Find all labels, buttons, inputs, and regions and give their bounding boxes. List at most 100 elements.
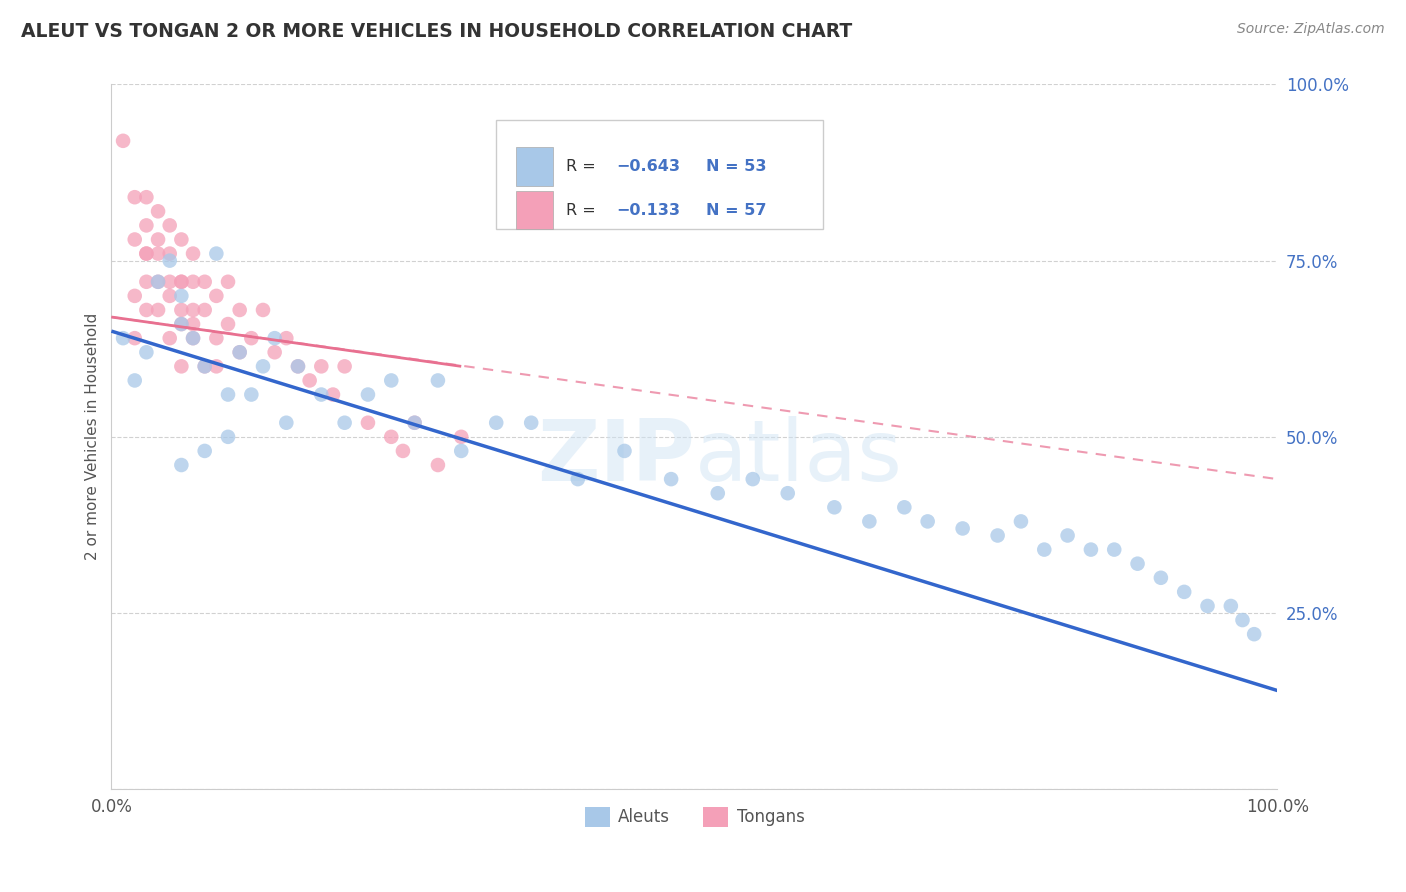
Text: N = 53: N = 53 [706, 159, 766, 174]
Point [194, 275, 217, 289]
Point [333, 416, 356, 430]
Point [1243, 627, 1265, 641]
Point [776, 486, 799, 500]
Point [987, 528, 1010, 542]
Point [181, 246, 204, 260]
Text: R =: R = [567, 202, 600, 218]
Point [146, 275, 169, 289]
Point [135, 302, 157, 317]
Bar [516, 147, 554, 186]
Point [170, 289, 193, 303]
Point [217, 387, 239, 401]
Point [124, 232, 146, 246]
Point [159, 219, 181, 233]
Point [263, 345, 285, 359]
Point [659, 472, 682, 486]
Point [322, 387, 344, 401]
Point [426, 458, 449, 472]
Point [1126, 557, 1149, 571]
Point [205, 359, 228, 374]
Text: atlas: atlas [695, 417, 903, 500]
Point [112, 134, 135, 148]
Point [194, 444, 217, 458]
Point [194, 302, 217, 317]
Point [170, 275, 193, 289]
Point [252, 302, 274, 317]
Point [613, 444, 636, 458]
Point [135, 345, 157, 359]
Point [112, 331, 135, 345]
Text: −0.643: −0.643 [616, 159, 681, 174]
Point [217, 275, 239, 289]
Point [170, 359, 193, 374]
Bar [516, 191, 554, 229]
Point [823, 500, 845, 515]
Point [952, 521, 974, 535]
Point [404, 416, 426, 430]
Point [392, 444, 415, 458]
Point [1197, 599, 1219, 613]
Y-axis label: 2 or more Vehicles in Household: 2 or more Vehicles in Household [86, 313, 100, 560]
Point [567, 472, 589, 486]
Point [146, 302, 169, 317]
Point [159, 246, 181, 260]
Point [485, 416, 508, 430]
Point [1080, 542, 1102, 557]
Point [311, 359, 333, 374]
Point [287, 359, 309, 374]
Point [858, 515, 880, 529]
Point [276, 331, 298, 345]
Point [159, 275, 181, 289]
Text: −0.133: −0.133 [616, 202, 681, 218]
Point [1150, 571, 1173, 585]
Point [1173, 585, 1195, 599]
Point [205, 246, 228, 260]
Point [1033, 542, 1056, 557]
Point [520, 416, 543, 430]
Point [159, 289, 181, 303]
Point [228, 345, 250, 359]
Point [170, 458, 193, 472]
Point [146, 232, 169, 246]
Point [170, 317, 193, 331]
Point [228, 345, 250, 359]
Text: ZIP: ZIP [537, 417, 695, 500]
Point [124, 374, 146, 388]
Point [333, 359, 356, 374]
Point [181, 317, 204, 331]
Legend: Aleuts, Tongans: Aleuts, Tongans [578, 800, 811, 834]
Point [380, 430, 402, 444]
Point [181, 331, 204, 345]
Point [124, 331, 146, 345]
Point [135, 190, 157, 204]
Point [170, 302, 193, 317]
Point [170, 232, 193, 246]
Point [1102, 542, 1125, 557]
Point [380, 374, 402, 388]
Point [217, 430, 239, 444]
Point [240, 387, 263, 401]
Point [1232, 613, 1254, 627]
Point [205, 331, 228, 345]
Point [170, 275, 193, 289]
Point [194, 359, 217, 374]
Point [135, 219, 157, 233]
Point [1219, 599, 1241, 613]
Point [217, 317, 239, 331]
Text: Source: ZipAtlas.com: Source: ZipAtlas.com [1237, 22, 1385, 37]
Point [404, 416, 426, 430]
Point [450, 444, 472, 458]
Point [287, 359, 309, 374]
Point [135, 275, 157, 289]
Text: R =: R = [567, 159, 600, 174]
Point [124, 289, 146, 303]
Point [135, 246, 157, 260]
Point [1056, 528, 1078, 542]
Point [357, 387, 380, 401]
Point [450, 430, 472, 444]
Point [228, 302, 250, 317]
Point [252, 359, 274, 374]
Point [124, 190, 146, 204]
Point [170, 317, 193, 331]
Point [146, 275, 169, 289]
